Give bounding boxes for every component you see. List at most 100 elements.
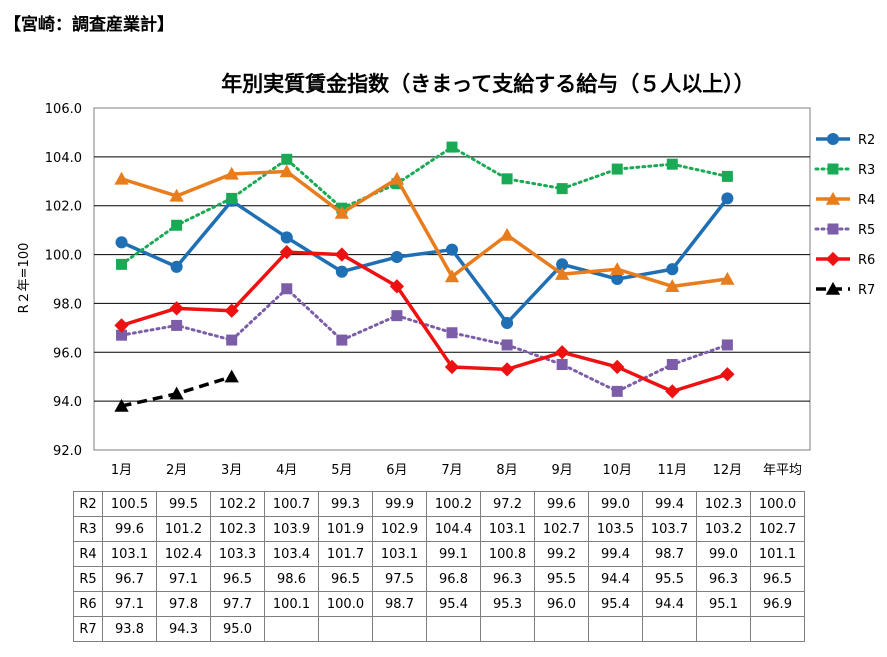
- legend: R2 R3 R4 R5 R6 R7: [814, 132, 875, 298]
- legend-item: R4: [816, 191, 875, 208]
- table-cell: 98.6: [264, 566, 319, 592]
- series-r6: [114, 244, 735, 399]
- y-tick-label: 94.0: [53, 395, 82, 410]
- data-point: [171, 319, 183, 331]
- table-cell: 99.0: [696, 541, 751, 567]
- data-point: [665, 279, 680, 293]
- data-point: [224, 303, 239, 318]
- table-cell: [318, 616, 373, 642]
- data-point: [281, 153, 293, 165]
- data-point: [444, 359, 460, 375]
- table-cell: [480, 616, 535, 642]
- data-point: [391, 310, 403, 322]
- data-point: [499, 362, 515, 377]
- table-cell: 100.8: [480, 541, 535, 567]
- table-cell: 103.1: [372, 541, 427, 567]
- table-row-header: R4: [73, 541, 103, 567]
- table-row: R4 103.1 102.4 103.3 103.4 101.7 103.1 99.1 100.…: [73, 541, 805, 567]
- data-point: [336, 334, 348, 346]
- table-cell: 98.7: [642, 541, 697, 567]
- table-cell: 104.4: [426, 516, 481, 542]
- page-header: 【宮崎：調査産業計】: [4, 15, 174, 35]
- table-cell: 96.9: [750, 591, 805, 617]
- table-cell: 99.4: [642, 491, 697, 517]
- table-cell: 103.3: [210, 541, 265, 567]
- table-cell: 95.4: [588, 591, 643, 617]
- table-cell: 103.4: [264, 541, 319, 567]
- table-cell: 99.0: [588, 491, 643, 517]
- data-point: [827, 163, 839, 175]
- data-point: [499, 227, 515, 241]
- data-point: [826, 132, 840, 146]
- data-point: [281, 283, 293, 295]
- data-point: [555, 266, 570, 280]
- data-point: [825, 251, 841, 267]
- data-point: [501, 316, 514, 330]
- table-cell: 102.7: [534, 516, 589, 542]
- table-cell: 98.7: [372, 591, 427, 617]
- table-row-header: R7: [73, 616, 103, 642]
- data-point: [390, 250, 403, 264]
- data-point: [171, 219, 183, 231]
- x-tick-label: 12月: [713, 463, 743, 478]
- data-point: [825, 281, 841, 295]
- table-row: R5 96.7 97.1 96.5 98.6 96.5 97.5 96.8 96.3 95.5 94…: [73, 566, 805, 592]
- table-cell: 103.1: [480, 516, 535, 542]
- legend-label: R6: [858, 253, 875, 268]
- legend-label: R2: [858, 133, 875, 148]
- table-cell: [642, 616, 697, 642]
- x-tick-label: 8月: [496, 463, 517, 478]
- table-cell: [264, 616, 319, 642]
- x-tick-label: 10月: [602, 463, 632, 478]
- table-cell: 96.3: [480, 566, 535, 592]
- table-row-header: R2: [73, 491, 103, 517]
- table-cell: 97.2: [480, 491, 535, 517]
- table-cell: 95.1: [696, 591, 751, 617]
- legend-item: R3: [814, 163, 875, 178]
- series-line: [120, 197, 729, 325]
- data-point: [279, 164, 294, 178]
- data-point: [556, 258, 569, 271]
- x-tick-label: 6月: [386, 463, 407, 478]
- legend-label: R7: [858, 283, 875, 298]
- data-point: [611, 272, 624, 286]
- table-cell: 102.4: [156, 541, 211, 567]
- table-cell: 99.6: [102, 516, 157, 542]
- data-point: [721, 339, 733, 351]
- table-cell: 95.3: [480, 591, 535, 617]
- data-point: [610, 262, 625, 275]
- x-tick-label: 5月: [331, 463, 352, 478]
- data-point: [446, 141, 458, 153]
- data-point: [334, 247, 349, 262]
- table-cell: 103.1: [102, 541, 157, 567]
- x-ticks: 1月 2月 3月 4月 5月 6月 7月 8月 9月 10月 11月 12月 年平均: [111, 463, 802, 478]
- series-r7: [114, 369, 239, 412]
- y-tick-label: 96.0: [53, 346, 82, 361]
- x-tick-label: 3月: [221, 463, 242, 478]
- table-cell: 96.7: [102, 566, 157, 592]
- data-point: [611, 385, 623, 397]
- data-point: [827, 223, 839, 235]
- x-tick-label: 7月: [441, 463, 462, 478]
- y-tick-label: 98.0: [53, 297, 82, 312]
- legend-label: R5: [858, 223, 875, 238]
- table-cell: 99.2: [534, 541, 589, 567]
- table-cell: 96.8: [426, 566, 481, 592]
- legend-label: R4: [858, 193, 875, 208]
- table-cell: 100.5: [102, 491, 157, 517]
- table-cell: 96.3: [696, 566, 751, 592]
- series-line: [120, 145, 729, 266]
- series-layer: [114, 141, 735, 412]
- series-r4: [114, 164, 735, 293]
- table-cell: 99.6: [534, 491, 589, 517]
- y-tick-label: 104.0: [45, 151, 82, 166]
- data-point: [114, 398, 129, 412]
- table-cell: [426, 616, 481, 642]
- table-row-header: R6: [73, 591, 103, 617]
- table-cell: 95.5: [642, 566, 697, 592]
- table-cell: 99.9: [372, 491, 427, 517]
- table-cell: 96.0: [534, 591, 589, 617]
- y-tick-label: 106.0: [45, 102, 82, 117]
- data-point: [170, 260, 183, 273]
- data-point: [169, 188, 184, 202]
